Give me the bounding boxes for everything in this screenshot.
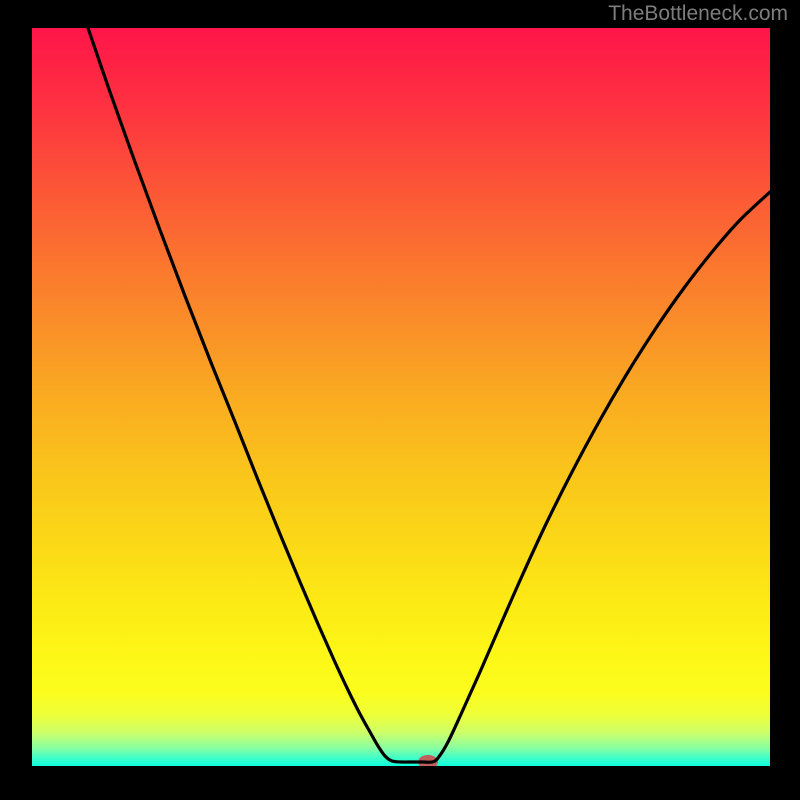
plot-curve-layer (0, 0, 800, 800)
chart-container: TheBottleneck.com (0, 0, 800, 800)
watermark-text: TheBottleneck.com (608, 2, 788, 26)
curve-group (88, 28, 770, 769)
bottleneck-curve (88, 28, 770, 762)
